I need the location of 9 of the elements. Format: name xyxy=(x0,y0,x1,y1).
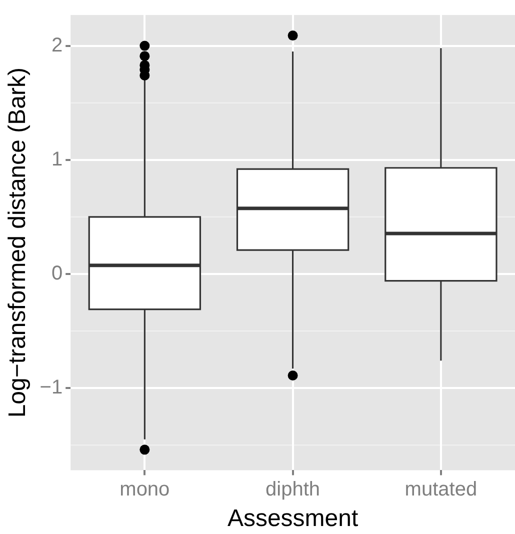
y-tick-label: 2 xyxy=(51,34,63,56)
x-tick-label: diphth xyxy=(266,478,320,501)
y-tick-label: 0 xyxy=(51,262,63,284)
y-tick-label: −1 xyxy=(40,376,63,399)
y-tick-label: 1 xyxy=(51,148,63,170)
x-tick-label: mutated xyxy=(404,478,478,501)
x-axis-title: Assessment xyxy=(227,505,358,532)
x-tick-label: mono xyxy=(120,478,170,501)
y-axis-title: Log−transformed distance (Bark) xyxy=(4,68,32,418)
